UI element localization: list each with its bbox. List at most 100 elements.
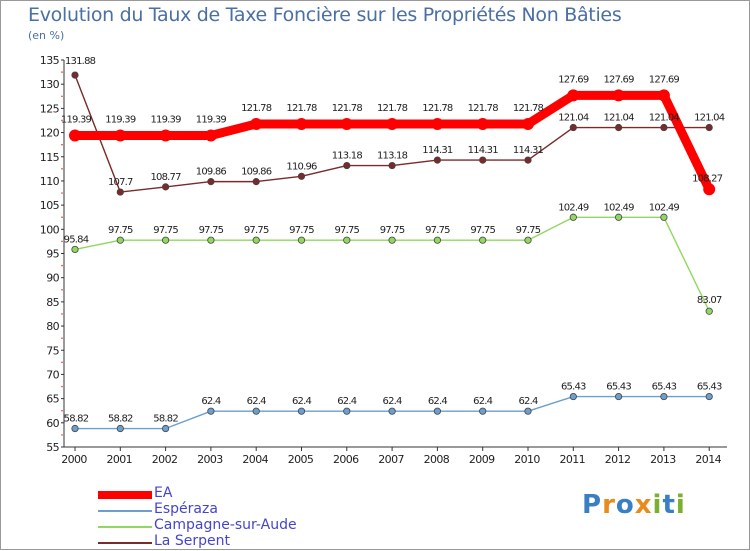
data-point bbox=[524, 156, 532, 164]
data-label: 58.82 bbox=[108, 414, 133, 425]
data-label: 97.75 bbox=[334, 225, 359, 236]
x-tick-label: 2001 bbox=[106, 453, 132, 466]
data-point bbox=[660, 213, 668, 221]
data-label: 121.04 bbox=[558, 113, 589, 124]
legend-swatch bbox=[98, 526, 152, 528]
data-point bbox=[71, 245, 79, 254]
y-minor-tick bbox=[61, 337, 63, 339]
data-label: 95.84 bbox=[64, 234, 89, 245]
data-label: 102.49 bbox=[558, 202, 589, 213]
data-point bbox=[297, 236, 306, 244]
data-point bbox=[660, 392, 668, 401]
data-point bbox=[116, 236, 124, 244]
y-tick-label: 80 bbox=[46, 320, 59, 333]
y-tick-label: 95 bbox=[46, 248, 59, 261]
x-tick-label: 2000 bbox=[61, 453, 87, 466]
y-tick-label: 130 bbox=[40, 78, 60, 91]
data-label: 114.31 bbox=[468, 145, 499, 156]
data-point bbox=[343, 407, 351, 415]
data-label: 102.49 bbox=[603, 202, 634, 213]
logo-letter: i bbox=[675, 490, 686, 520]
legend-swatch bbox=[98, 510, 152, 512]
legend-label: Espéraza bbox=[154, 501, 218, 517]
data-point bbox=[295, 117, 308, 130]
data-point bbox=[204, 129, 217, 142]
data-label: 131.88 bbox=[65, 56, 96, 67]
y-minor-tick bbox=[61, 434, 63, 436]
y-minor-tick bbox=[61, 71, 63, 73]
x-tick-label: 2011 bbox=[559, 453, 585, 466]
data-label: 62.4 bbox=[201, 396, 221, 407]
y-minor-tick bbox=[61, 119, 63, 122]
data-point bbox=[340, 117, 353, 130]
y-tick-label: 115 bbox=[40, 151, 60, 164]
data-label: 109.86 bbox=[196, 167, 227, 178]
data-point bbox=[388, 161, 396, 170]
x-tick-label: 2012 bbox=[605, 453, 631, 466]
x-tick-label: 2003 bbox=[197, 453, 223, 466]
data-point bbox=[524, 407, 532, 415]
y-tick-label: 100 bbox=[40, 223, 60, 236]
data-point bbox=[71, 424, 79, 433]
data-label: 62.4 bbox=[428, 396, 448, 407]
data-label: 121.04 bbox=[649, 113, 680, 124]
data-label: 97.75 bbox=[199, 225, 224, 236]
data-label: 121.04 bbox=[694, 113, 725, 124]
data-label: 58.82 bbox=[64, 414, 89, 425]
data-label: 114.31 bbox=[422, 145, 453, 156]
y-minor-tick bbox=[61, 216, 63, 219]
data-label: 110.96 bbox=[286, 161, 317, 172]
data-point bbox=[660, 123, 668, 132]
y-unit-label: (en %) bbox=[28, 29, 65, 42]
data-label: 119.39 bbox=[105, 115, 136, 126]
data-label: 109.86 bbox=[241, 167, 272, 178]
data-point bbox=[614, 213, 623, 221]
x-tick-label: 2005 bbox=[288, 453, 314, 466]
y-minor-tick bbox=[61, 288, 63, 291]
data-point bbox=[614, 123, 623, 132]
data-point bbox=[162, 183, 170, 191]
data-label: 97.75 bbox=[289, 225, 314, 236]
x-tick-label: 2007 bbox=[378, 453, 404, 466]
y-minor-tick bbox=[61, 192, 63, 194]
data-label: 121.78 bbox=[332, 103, 363, 114]
y-minor-tick bbox=[61, 143, 63, 146]
y-minor-tick bbox=[61, 313, 63, 315]
data-point bbox=[524, 236, 532, 244]
y-minor-tick bbox=[61, 361, 63, 364]
y-minor-tick bbox=[61, 168, 63, 170]
y-minor-tick bbox=[61, 264, 63, 267]
data-label: 97.75 bbox=[108, 225, 133, 236]
data-point bbox=[114, 129, 127, 142]
data-label: 114.31 bbox=[513, 145, 544, 156]
data-point bbox=[207, 236, 215, 244]
data-label: 121.78 bbox=[468, 103, 499, 114]
data-point bbox=[522, 117, 534, 130]
data-label: 119.39 bbox=[61, 115, 92, 126]
data-label: 97.75 bbox=[380, 225, 405, 236]
data-point bbox=[207, 407, 215, 415]
data-point bbox=[116, 424, 124, 433]
y-tick-label: 105 bbox=[40, 199, 60, 212]
line-chart: 55 60 65 70 75 80 85 90 95 100 105 110 115 120 125 130 1… bbox=[40, 54, 727, 466]
data-label: 121.78 bbox=[241, 103, 272, 114]
data-label: 62.4 bbox=[292, 396, 312, 407]
data-label: 62.4 bbox=[337, 396, 357, 407]
data-point bbox=[252, 236, 260, 244]
logo-letter: x bbox=[634, 490, 653, 520]
y-tick-label: 70 bbox=[46, 368, 59, 381]
data-point bbox=[388, 407, 396, 415]
chart-title: Evolution du Taux de Taxe Foncière sur l… bbox=[28, 4, 622, 26]
data-point bbox=[159, 129, 172, 142]
data-point bbox=[705, 392, 713, 401]
x-tick-label: 2010 bbox=[514, 453, 540, 466]
data-point bbox=[705, 307, 713, 315]
data-point bbox=[479, 156, 487, 164]
data-point bbox=[433, 236, 441, 244]
data-label: 108.77 bbox=[150, 172, 181, 183]
y-tick-label: 110 bbox=[40, 175, 60, 188]
x-tick-label: 2014 bbox=[695, 453, 721, 466]
data-label: 58.82 bbox=[153, 414, 178, 425]
y-tick-label: 85 bbox=[46, 296, 59, 309]
data-point bbox=[479, 236, 487, 244]
